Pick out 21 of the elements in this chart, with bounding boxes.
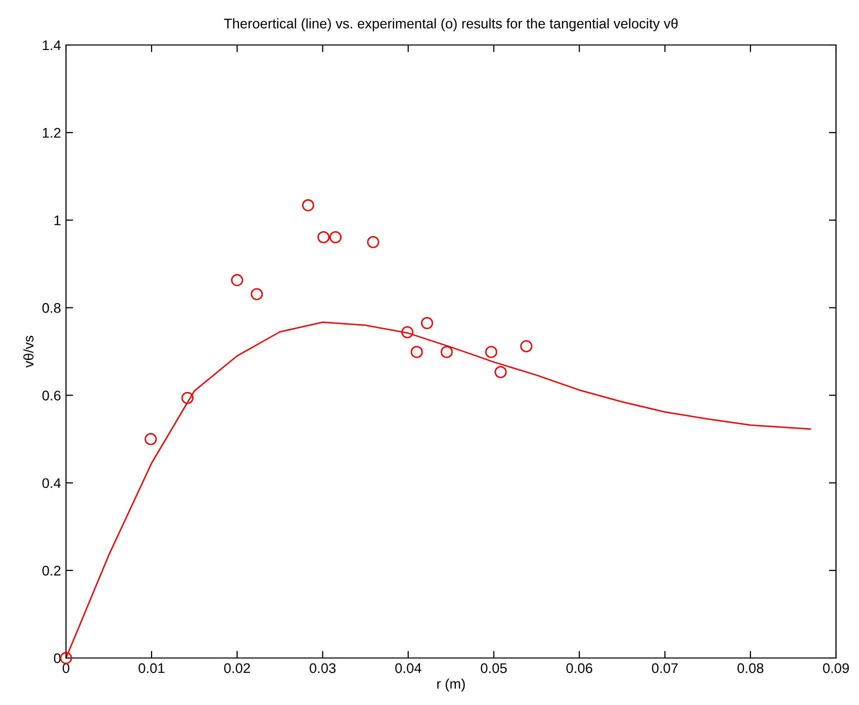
x-axis-title: r (m) [437, 678, 465, 692]
x-tick-label: 0.05 [480, 663, 507, 674]
chart-title: Theroertical (line) vs. experimental (o) results for the tangential velocity vθ [224, 18, 678, 32]
x-tick-label: 0.06 [566, 663, 592, 674]
x-tick-label: 0.02 [224, 663, 250, 674]
x-tick-label: 0.08 [737, 663, 764, 674]
x-tick-label: 0 [62, 663, 70, 674]
y-tick-label: 0.8 [42, 303, 61, 313]
x-tick-label: 0.09 [823, 663, 849, 674]
y-tick-label: 1.2 [42, 128, 60, 138]
y-tick-label: 1 [54, 216, 60, 226]
y-tick-label: 1.4 [42, 40, 61, 50]
x-tick-label: 0.03 [310, 663, 336, 674]
y-tick-label: 0.6 [42, 390, 61, 400]
x-tick-label: 0.01 [138, 663, 164, 674]
y-tick-label: 0.4 [42, 478, 61, 488]
y-axis-title: vθ/vs [23, 336, 34, 368]
x-tick-label: 0.07 [652, 663, 678, 674]
y-tick-label: 0 [54, 653, 61, 664]
x-tick-label: 0.04 [395, 663, 422, 674]
y-tick-label: 0.2 [42, 566, 60, 576]
